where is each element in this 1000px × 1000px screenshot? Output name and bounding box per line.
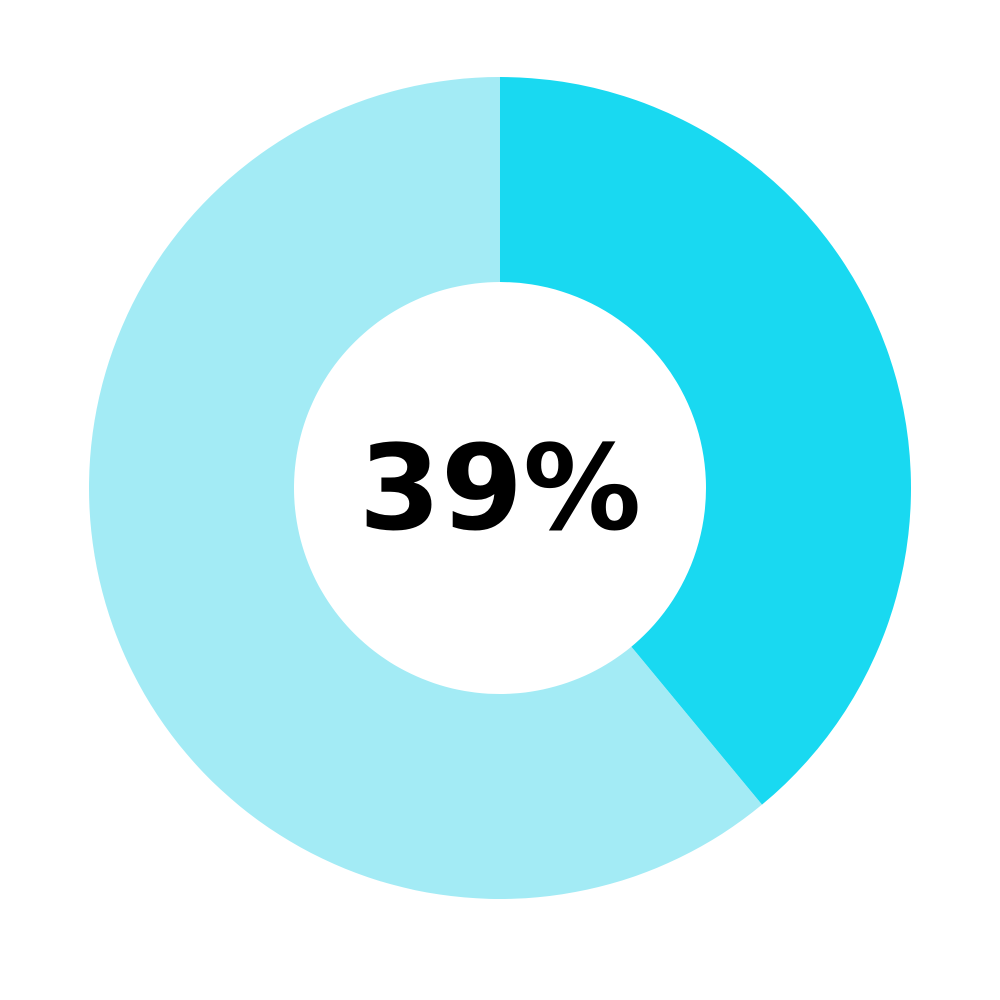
donut-slice-remaining: [88, 77, 762, 899]
donut-slice-filled: [500, 77, 912, 805]
donut-slices: [88, 77, 912, 899]
center-percentage-label: 39%: [359, 419, 641, 557]
